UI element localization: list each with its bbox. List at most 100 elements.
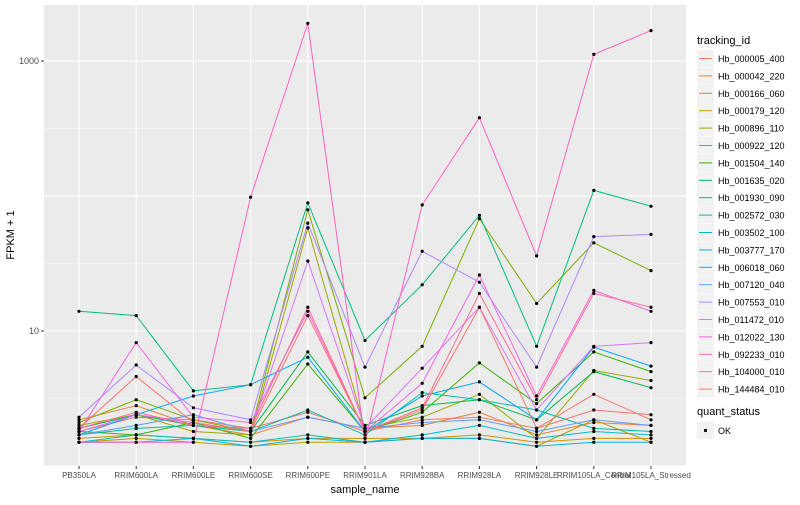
legend-label: Hb_000896_110 [718, 124, 784, 134]
data-point [592, 392, 596, 396]
legend-label: Hb_000166_060 [718, 89, 785, 99]
data-point [649, 364, 653, 368]
data-point [306, 259, 310, 263]
x-tick-label: RRIM600LE [172, 471, 216, 480]
x-tick-label: RRIM600SE [228, 471, 272, 480]
data-point [363, 396, 367, 400]
data-point [477, 415, 481, 419]
data-point [249, 433, 253, 437]
data-point [420, 394, 424, 398]
data-point [249, 383, 253, 387]
data-point [363, 433, 367, 437]
data-point [535, 408, 539, 412]
data-point [191, 423, 195, 427]
data-point [649, 386, 653, 390]
data-point [592, 344, 596, 348]
data-point [134, 363, 138, 367]
data-point [77, 429, 81, 434]
x-tick-label: RRIM928LE [515, 471, 559, 480]
data-point [306, 355, 310, 359]
data-point [306, 21, 310, 25]
legend-shape-label: OK [718, 426, 731, 436]
legend-color-items: Hb_000005_400 Hb_000042_220 Hb_000166_060 H… [697, 50, 785, 398]
data-point [592, 420, 596, 425]
data-point [77, 423, 81, 427]
x-tick-label: RRIM901LA [343, 471, 387, 480]
data-point [134, 433, 138, 437]
x-tick-label: PB350LA [62, 471, 96, 480]
data-point [191, 436, 195, 440]
data-point [134, 415, 138, 419]
data-point [535, 440, 539, 444]
data-point [477, 380, 481, 384]
data-point [306, 362, 310, 366]
data-point [535, 429, 539, 434]
data-point [592, 408, 596, 412]
point-layer [77, 21, 653, 448]
data-point [134, 423, 138, 427]
data-point [592, 291, 596, 295]
data-point [535, 426, 539, 430]
data-point [420, 381, 424, 385]
data-point [420, 410, 424, 414]
data-point [134, 413, 138, 417]
grid-layer [44, 5, 686, 467]
data-point [249, 426, 253, 430]
legend-label: Hb_104000_010 [718, 367, 785, 377]
data-point [649, 309, 653, 313]
data-point [134, 436, 138, 440]
data-point [306, 433, 310, 437]
data-point [134, 404, 138, 408]
data-point [592, 235, 596, 239]
data-point [306, 436, 310, 440]
data-point [649, 433, 653, 437]
legend-label: Hb_000179_120 [718, 106, 785, 116]
data-point [363, 365, 367, 369]
data-point [477, 436, 481, 440]
data-point [649, 269, 653, 273]
data-point [420, 436, 424, 440]
data-point [134, 341, 138, 345]
data-point [649, 436, 653, 440]
legend-label: Hb_011472_010 [718, 315, 784, 325]
y-tick-label: 10 [29, 326, 39, 336]
data-point [420, 433, 424, 437]
data-point [420, 366, 424, 370]
legend-label: Hb_012022_130 [718, 332, 785, 342]
x-tick-label: RRIM928LA [458, 471, 502, 480]
data-point [77, 436, 81, 440]
data-point [249, 444, 253, 448]
legend-shape-point [703, 428, 708, 433]
data-point [477, 423, 481, 427]
legend-label: Hb_000922_120 [718, 141, 785, 151]
data-point [249, 418, 253, 422]
data-point [592, 426, 596, 430]
data-point [191, 394, 195, 398]
y-tick-label: 1000 [19, 56, 39, 66]
data-point [535, 444, 539, 448]
data-point [363, 436, 367, 440]
data-point [306, 208, 310, 212]
data-point [191, 420, 195, 425]
data-point [420, 344, 424, 348]
data-point [306, 305, 310, 309]
y-axis-title: FPKM + 1 [5, 210, 17, 259]
legend-label: Hb_003777_170 [718, 245, 785, 255]
legend-label: Hb_001635_020 [718, 176, 785, 186]
legend-label: Hb_002572_030 [718, 211, 785, 221]
data-point [477, 433, 481, 437]
data-point [363, 338, 367, 343]
data-point [420, 249, 424, 253]
data-point [249, 195, 253, 199]
data-point [535, 398, 539, 402]
data-point [535, 254, 539, 258]
data-point [306, 226, 310, 230]
legend-shape-title: quant_status [697, 406, 760, 418]
data-point [306, 309, 310, 313]
data-point [592, 350, 596, 354]
data-point [420, 203, 424, 207]
x-tick-label: RRIM105LA_Stressed [611, 471, 691, 480]
legend-color-title: tracking_id [697, 35, 750, 47]
x-tick-label: RRIM928BA [400, 471, 445, 480]
data-point [477, 392, 481, 396]
